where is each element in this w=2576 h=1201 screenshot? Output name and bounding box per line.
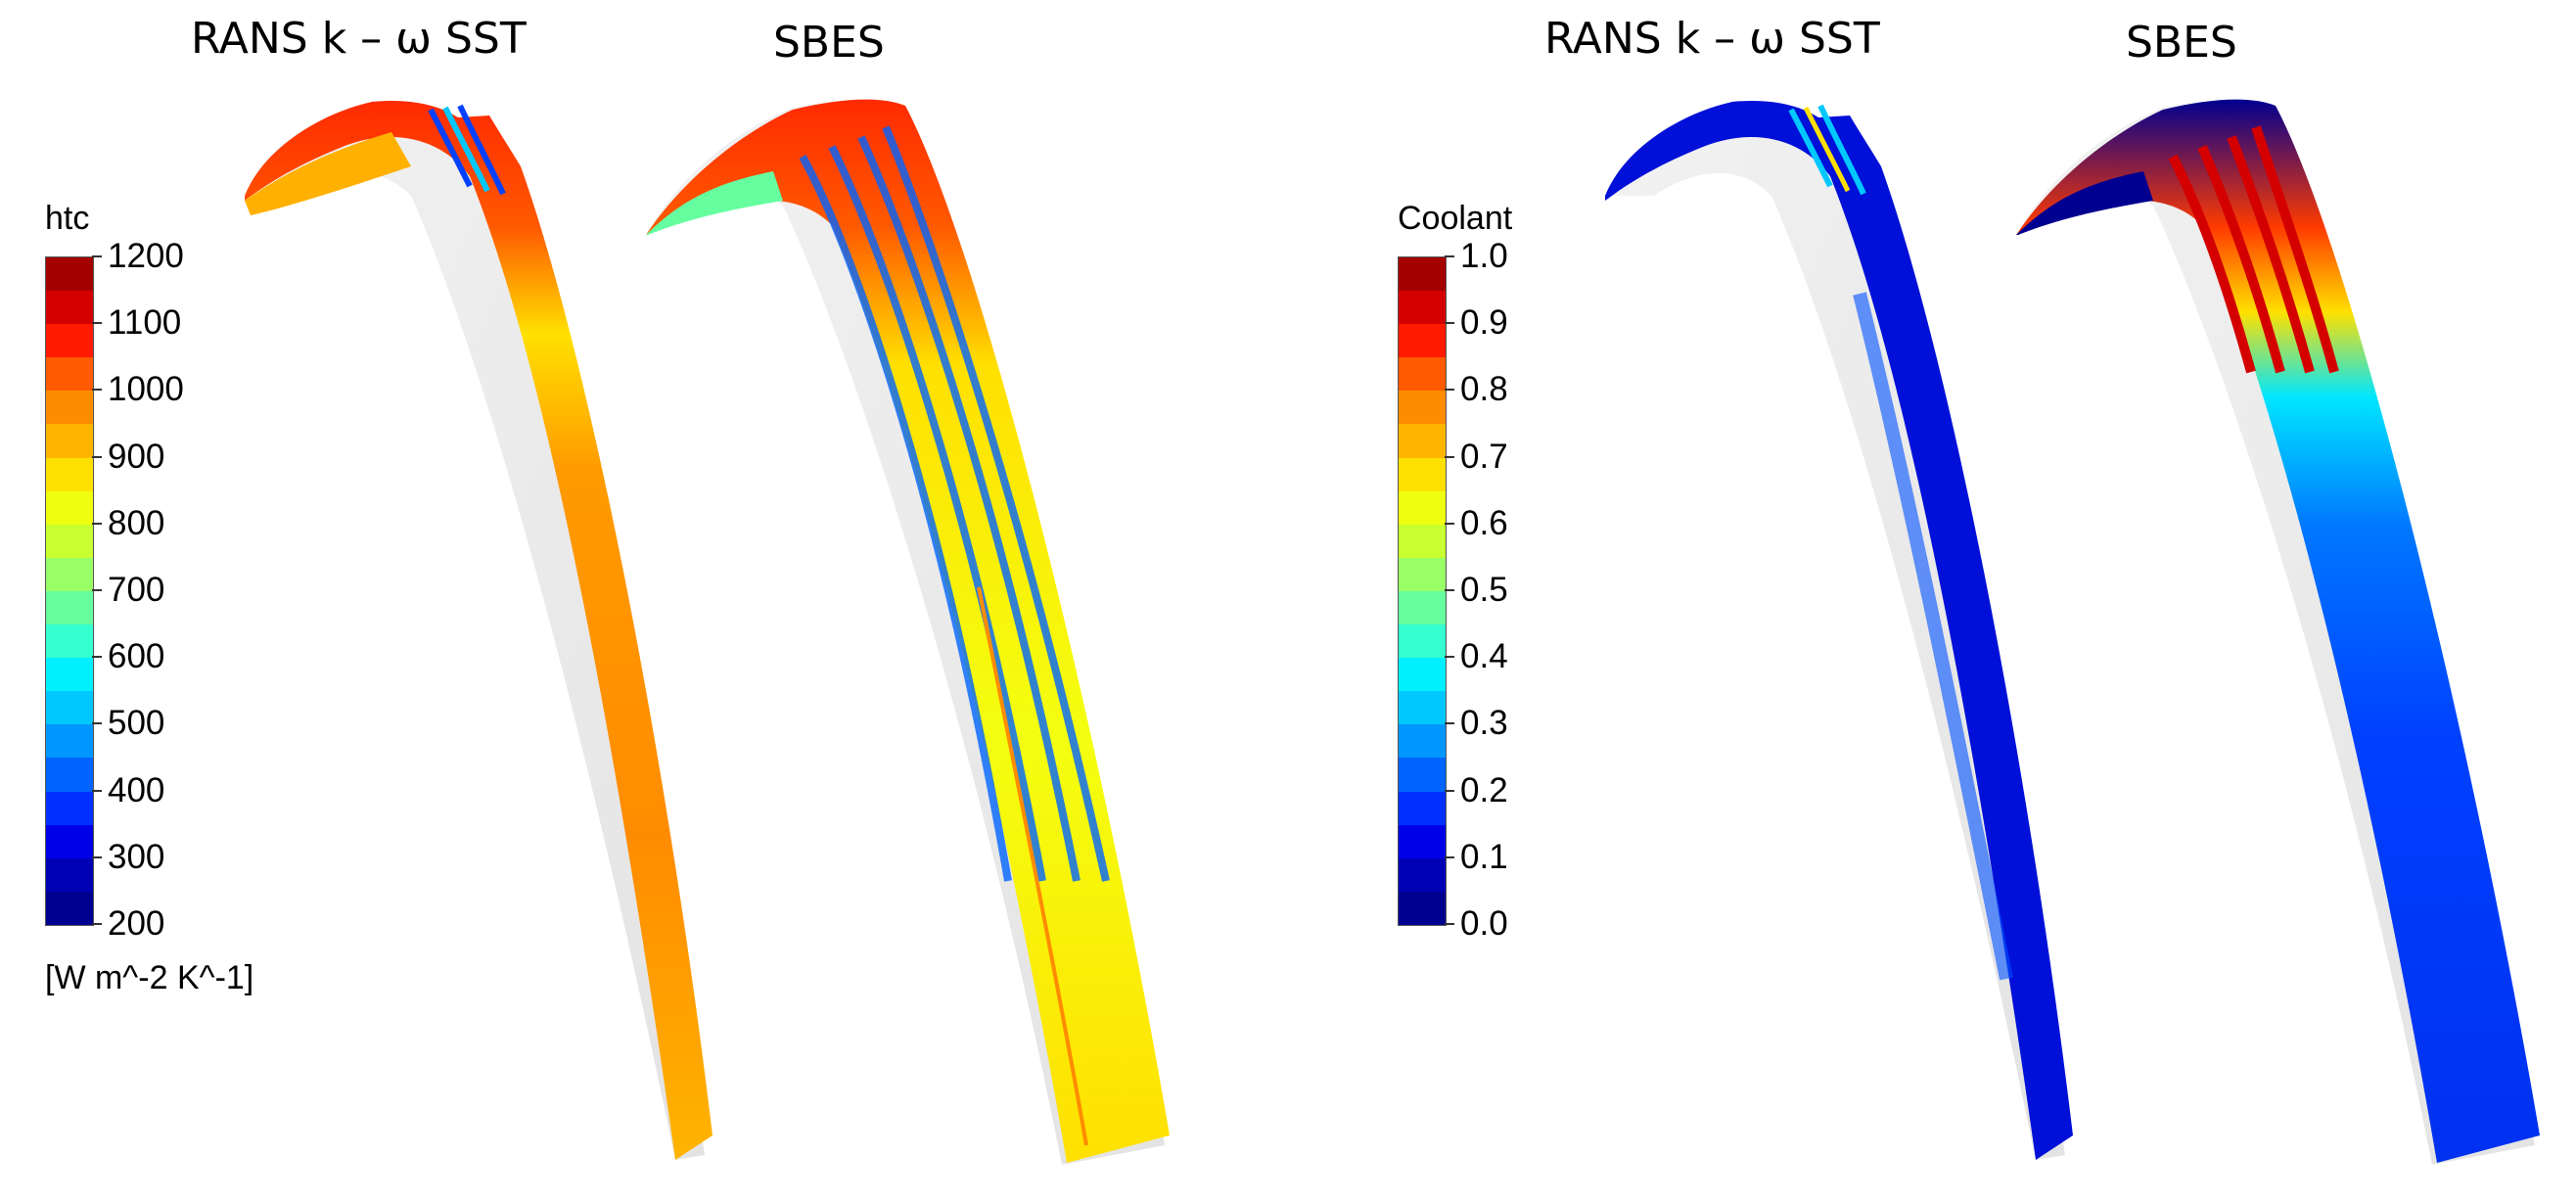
colorbar-tick-mark <box>1445 589 1454 591</box>
colorbar-tick-label: 800 <box>108 503 165 542</box>
colorbar-segment <box>46 524 93 558</box>
colorbar-tick-label: 0.5 <box>1460 571 1508 609</box>
colorbar-segment <box>1399 457 1446 491</box>
colorbar-segment <box>46 457 93 491</box>
colorbar-tick-label: 0.4 <box>1460 637 1508 676</box>
colorbar-segment <box>1399 724 1446 759</box>
colorbar-segment <box>46 758 93 792</box>
panel-title-sbes-coolant: SBES <box>2126 18 2237 68</box>
colorbar-segment <box>1399 824 1446 858</box>
colorbar-tick-mark <box>1445 522 1454 525</box>
colorbar-tick-mark <box>1445 455 1454 458</box>
colorbar-tick-label: 0.0 <box>1460 904 1508 943</box>
coolant-colorbar <box>1398 256 1447 926</box>
colorbar-tick-mark <box>1445 789 1454 792</box>
colorbar-tick-label: 0.2 <box>1460 770 1508 809</box>
colorbar-segment <box>46 658 93 692</box>
colorbar-segment <box>1399 490 1446 525</box>
colorbar-tick-mark <box>92 923 102 925</box>
colorbar-segment <box>1399 557 1446 591</box>
colorbar-tick-label: 700 <box>108 571 165 609</box>
colorbar-segment <box>1399 857 1446 892</box>
colorbar-tick-mark <box>1445 389 1454 392</box>
colorbar-segment <box>1399 391 1446 425</box>
colorbar-tick-label: 0.7 <box>1460 437 1508 476</box>
colorbar-segment <box>46 424 93 458</box>
colorbar-segment <box>1399 257 1446 292</box>
colorbar-segment <box>1399 891 1446 925</box>
colorbar-segment <box>46 324 93 358</box>
htc-colorbar <box>45 256 94 926</box>
colorbar-segment <box>46 791 93 825</box>
colorbar-tick-mark <box>1445 656 1454 659</box>
colorbar-segment <box>46 624 93 659</box>
colorbar-segment <box>1399 424 1446 458</box>
colorbar-tick-mark <box>92 722 102 725</box>
colorbar-segment <box>1399 691 1446 725</box>
colorbar-tick-label: 0.9 <box>1460 303 1508 343</box>
colorbar-segment <box>46 724 93 759</box>
colorbar-tick-label: 0.1 <box>1460 837 1508 876</box>
colorbar-segment <box>46 824 93 858</box>
colorbar-segment <box>46 857 93 892</box>
colorbar-segment <box>1399 624 1446 659</box>
blade-rans-coolant <box>1605 100 2073 1161</box>
colorbar-tick-label: 1000 <box>108 370 184 409</box>
colorbar-segment <box>1399 357 1446 392</box>
colorbar-tick-mark <box>92 322 102 325</box>
colorbar-tick-mark <box>1445 722 1454 725</box>
colorbar-segment <box>1399 324 1446 358</box>
colorbar-tick-label: 200 <box>108 904 165 943</box>
colorbar-segment <box>46 291 93 325</box>
colorbar-tick-mark <box>1445 923 1454 925</box>
coolant-colorbar-title: Coolant <box>1398 200 1513 237</box>
colorbar-segment <box>46 691 93 725</box>
colorbar-tick-mark <box>92 389 102 392</box>
colorbar-tick-label: 400 <box>108 770 165 809</box>
colorbar-segment <box>46 891 93 925</box>
colorbar-tick-mark <box>92 855 102 858</box>
blade-sbes-coolant <box>2016 99 2540 1165</box>
colorbar-tick-mark <box>92 656 102 659</box>
colorbar-segment <box>46 557 93 591</box>
colorbar-tick-mark <box>1445 255 1454 257</box>
colorbar-tick-label: 1200 <box>108 237 184 275</box>
colorbar-segment <box>1399 791 1446 825</box>
panel-title-sbes-htc: SBES <box>773 18 885 68</box>
blade-sbes-htc <box>646 99 1170 1165</box>
colorbar-tick-mark <box>92 789 102 792</box>
panel-title-rans-htc: RANS k – ω SST <box>191 14 527 64</box>
colorbar-tick-label: 300 <box>108 837 165 876</box>
colorbar-segment <box>46 257 93 292</box>
colorbar-tick-label: 1.0 <box>1460 237 1508 275</box>
colorbar-segment <box>1399 524 1446 558</box>
colorbar-segment <box>46 357 93 392</box>
panel-title-rans-coolant: RANS k – ω SST <box>1544 14 1880 64</box>
colorbar-tick-mark <box>92 522 102 525</box>
colorbar-tick-label: 0.8 <box>1460 370 1508 409</box>
colorbar-tick-label: 600 <box>108 637 165 676</box>
colorbar-tick-mark <box>1445 322 1454 325</box>
colorbar-tick-label: 500 <box>108 704 165 743</box>
colorbar-segment <box>1399 590 1446 625</box>
colorbar-tick-mark <box>92 455 102 458</box>
colorbar-segment <box>46 490 93 525</box>
colorbar-segment <box>1399 658 1446 692</box>
htc-colorbar-title: htc <box>45 200 90 237</box>
colorbar-tick-mark <box>92 255 102 257</box>
htc-colorbar-unit: [W m^-2 K^-1] <box>45 959 254 996</box>
colorbar-segment <box>1399 758 1446 792</box>
colorbar-segment <box>46 590 93 625</box>
colorbar-tick-label: 0.3 <box>1460 704 1508 743</box>
colorbar-tick-label: 900 <box>108 437 165 476</box>
blade-rans-htc <box>245 100 713 1161</box>
colorbar-segment <box>1399 291 1446 325</box>
colorbar-tick-label: 1100 <box>108 303 182 343</box>
colorbar-tick-mark <box>92 589 102 591</box>
colorbar-tick-label: 0.6 <box>1460 503 1508 542</box>
colorbar-tick-mark <box>1445 855 1454 858</box>
colorbar-segment <box>46 391 93 425</box>
